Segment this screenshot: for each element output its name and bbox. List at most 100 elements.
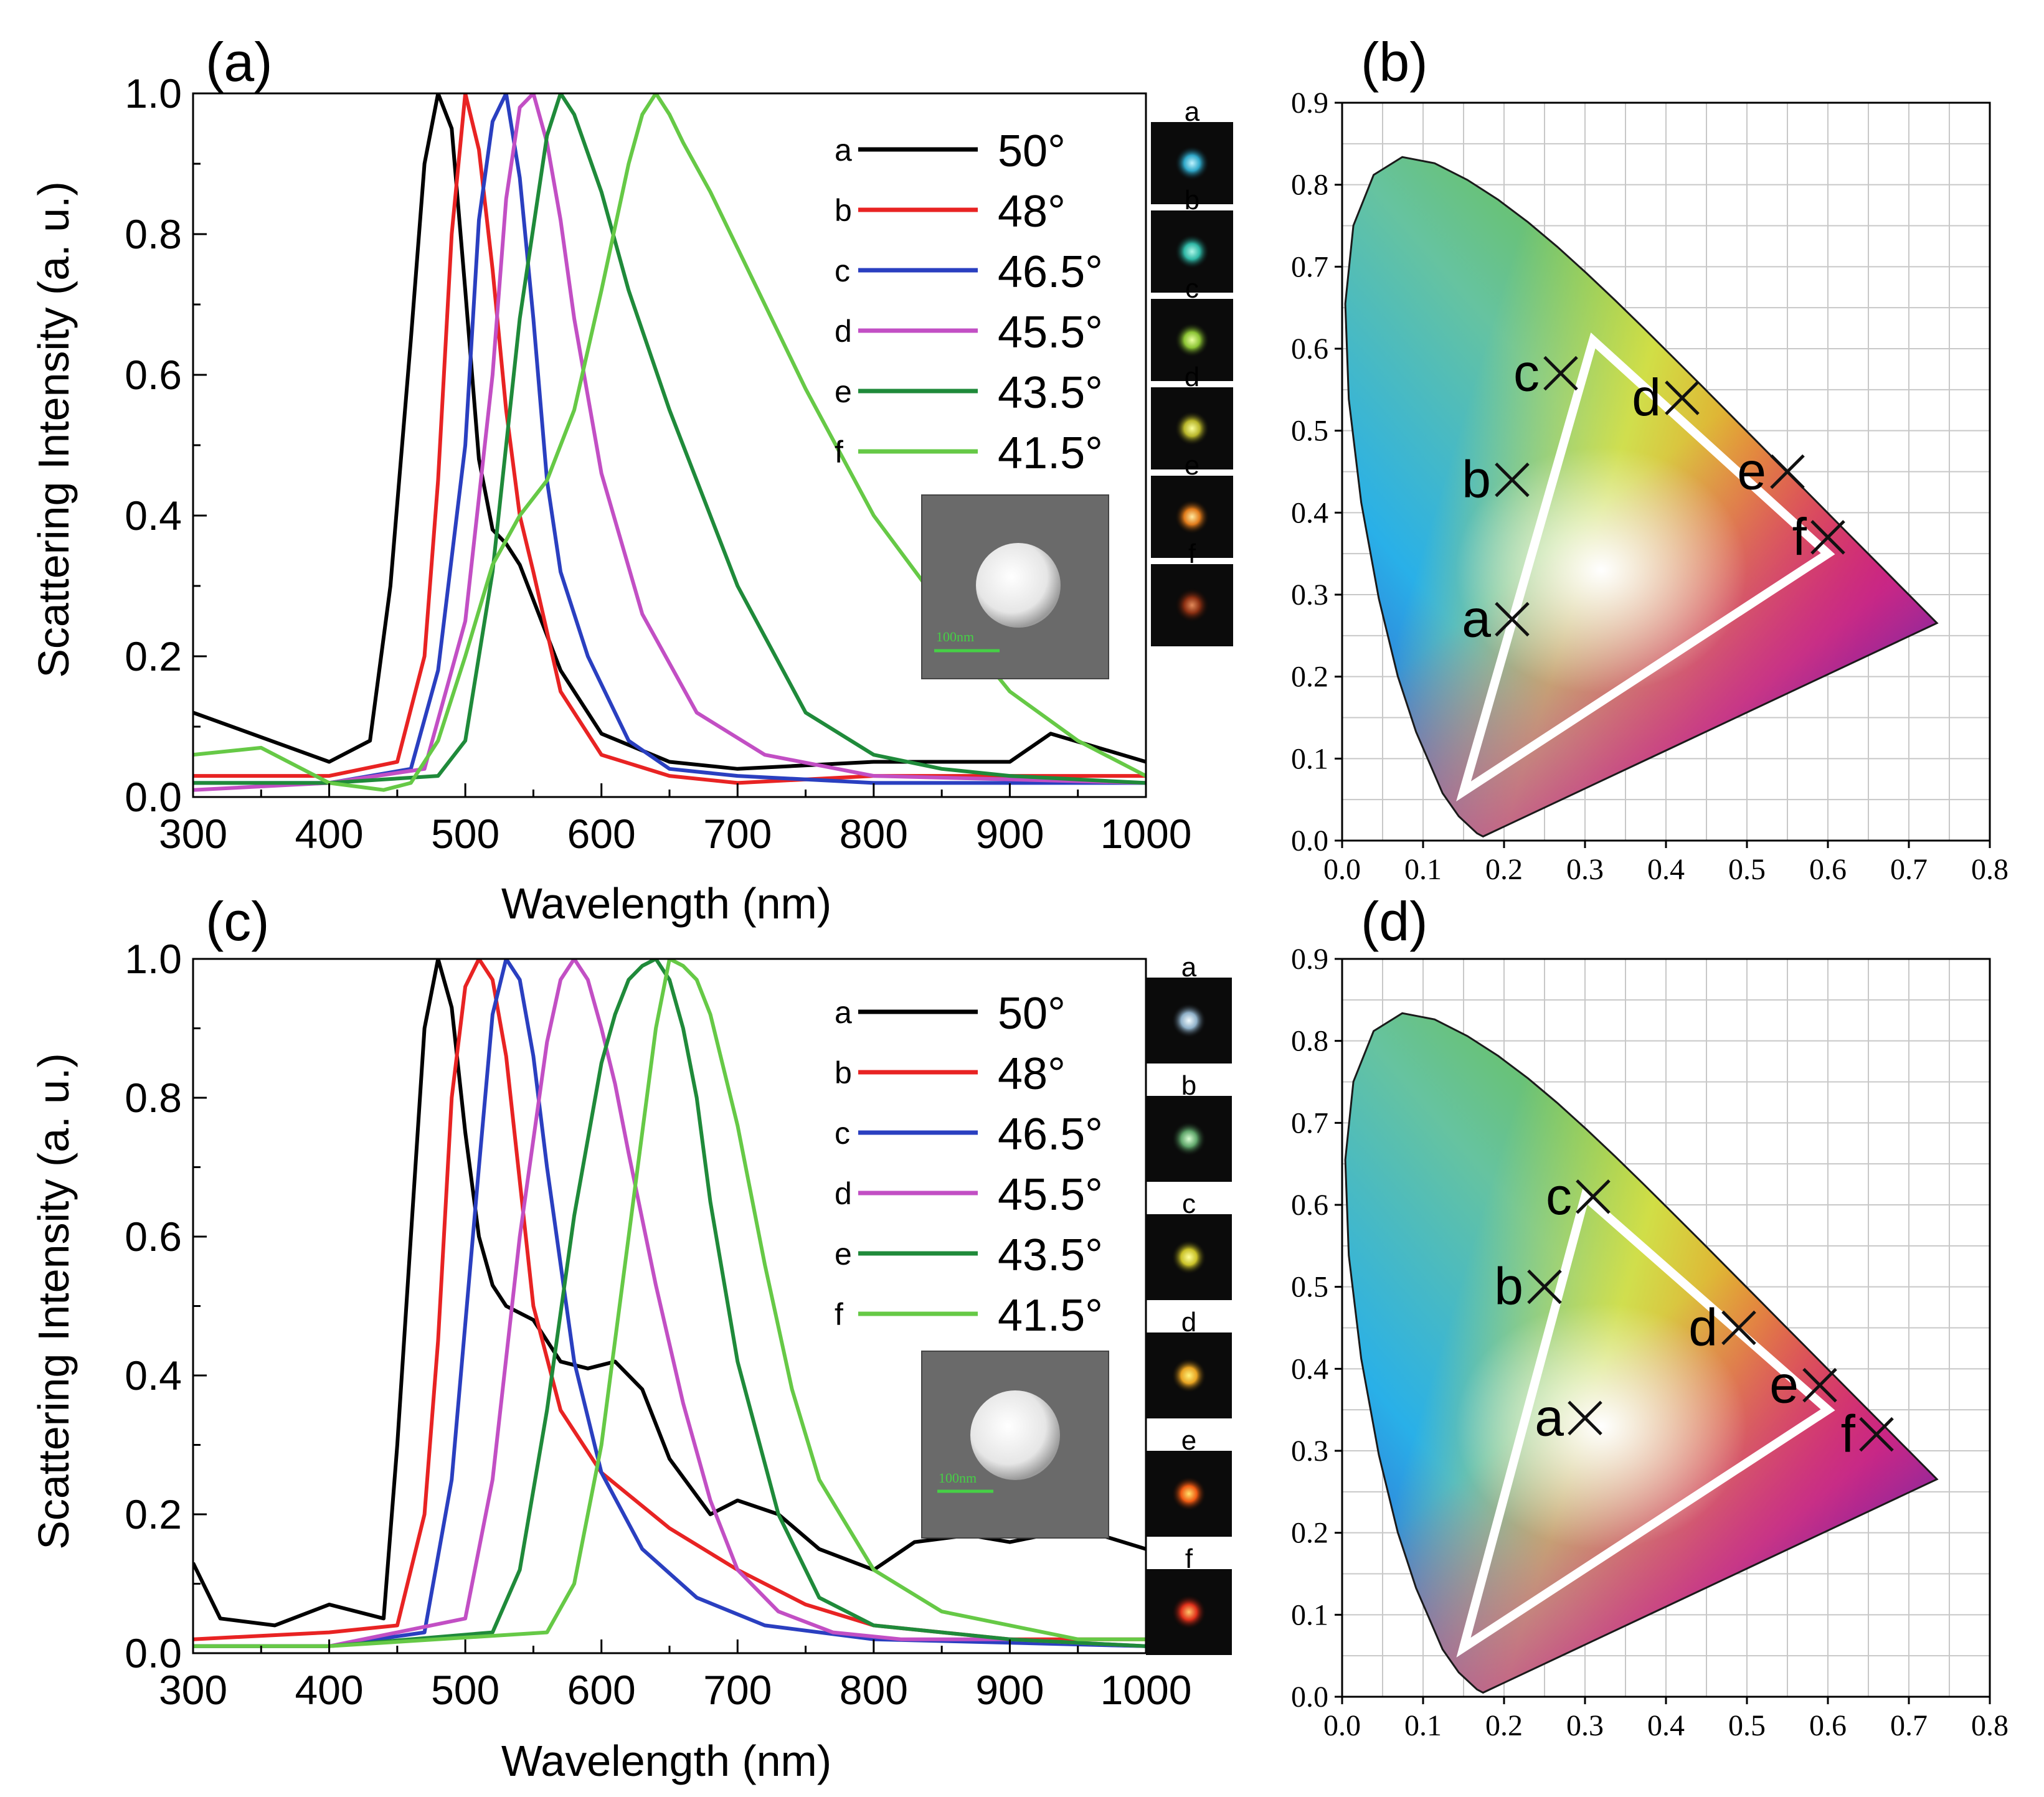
scattering-spot-f bbox=[1175, 588, 1209, 623]
panel-label-a: (a) bbox=[206, 31, 273, 93]
legend-key-f: f bbox=[835, 435, 843, 469]
y-tick-label: 0.6 bbox=[1291, 333, 1328, 366]
cie-diagram-d: 0.0 0.1 0.2 0.3 0.4 0.5 0.6 0.7 0.8 0.0 0.1 0.2 0.3 0… bbox=[1291, 943, 2009, 1742]
x-tick-label: 600 bbox=[567, 811, 636, 857]
gamut-triangle bbox=[1456, 1189, 1835, 1658]
point-marker-b bbox=[1527, 1269, 1562, 1304]
point-marker-e bbox=[1802, 1367, 1837, 1403]
spectral-locus bbox=[1344, 156, 1939, 838]
darkfield-thumbnails-c: a b c d e f bbox=[1146, 952, 1232, 1655]
legend-label-e: 43.5° bbox=[998, 368, 1103, 418]
y-tick-label: 0.4 bbox=[1291, 496, 1328, 529]
scattering-spot-e bbox=[1175, 499, 1209, 534]
plot-area-a bbox=[193, 93, 1146, 792]
legend-label-a: 50° bbox=[998, 989, 1066, 1039]
scattering-spot-f bbox=[1171, 1595, 1206, 1630]
x-tick-label: 0.4 bbox=[1647, 853, 1685, 886]
x-tick-label: 0.1 bbox=[1404, 853, 1442, 886]
y-tick-label: 0.8 bbox=[125, 1075, 182, 1121]
y-tick-label: 0.8 bbox=[1291, 169, 1328, 202]
x-tick-label: 900 bbox=[975, 811, 1044, 857]
x-tick-label: 600 bbox=[567, 1667, 636, 1713]
point-label-b: b bbox=[1462, 450, 1491, 509]
y-tick-label: 0.8 bbox=[125, 211, 182, 257]
y-tick-label: 1.0 bbox=[125, 936, 182, 982]
legend-label-c: 46.5° bbox=[998, 1110, 1103, 1159]
legend-label-c: 46.5° bbox=[998, 247, 1103, 297]
x-tick-label: 0.4 bbox=[1647, 1709, 1685, 1742]
point-marker-f bbox=[1810, 520, 1845, 555]
thumbnail-label-e: e bbox=[1185, 450, 1199, 481]
x-tick-label: 700 bbox=[703, 811, 772, 857]
point-marker-c bbox=[1576, 1179, 1611, 1214]
y-tick-label: 0.3 bbox=[1291, 1435, 1328, 1468]
thumbnail-label-c: c bbox=[1185, 273, 1199, 304]
x-tick-label: 300 bbox=[159, 811, 227, 857]
x-tick-label: 500 bbox=[431, 1667, 499, 1713]
y-tick-label: 0.5 bbox=[1291, 415, 1328, 448]
gamut-triangle bbox=[1456, 333, 1835, 802]
x-tick-label: 300 bbox=[159, 1667, 227, 1713]
y-tick-label: 0.9 bbox=[1291, 943, 1328, 976]
scattering-spot-b bbox=[1171, 1121, 1206, 1156]
point-label-f: f bbox=[1841, 1405, 1856, 1463]
panel-label-b: (b) bbox=[1361, 31, 1428, 93]
scattering-spot-c bbox=[1175, 323, 1209, 357]
x-tick-label: 0.1 bbox=[1404, 1709, 1442, 1742]
y-tick-label: 0.7 bbox=[1291, 1106, 1328, 1139]
thumbnail-label-f: f bbox=[1188, 539, 1196, 569]
y-tick-label: 0.6 bbox=[125, 352, 182, 398]
x-tick-label: 0.3 bbox=[1566, 1709, 1604, 1742]
y-tick-label: 0.0 bbox=[1291, 824, 1328, 857]
scattering-spot-a bbox=[1171, 1003, 1206, 1038]
x-tick-label: 0.3 bbox=[1566, 853, 1604, 886]
x-axis-label-c: Wavelength (nm) bbox=[501, 1737, 831, 1785]
series-line-d bbox=[193, 959, 1146, 1648]
series-line-e bbox=[193, 959, 1146, 1648]
point-label-d: d bbox=[1632, 368, 1661, 427]
scale-bar-label: 100nm bbox=[939, 1470, 977, 1486]
x-tick-label: 0.5 bbox=[1728, 1709, 1766, 1742]
point-label-c: c bbox=[1546, 1167, 1572, 1225]
panel-label-c: (c) bbox=[206, 890, 270, 952]
point-label-a: a bbox=[1462, 590, 1491, 648]
legend-label-b: 48° bbox=[998, 1049, 1066, 1099]
x-tick-label: 0.6 bbox=[1809, 1709, 1847, 1742]
scattering-spot-e bbox=[1171, 1476, 1206, 1511]
x-tick-label: 0.6 bbox=[1809, 853, 1847, 886]
y-tick-label: 1.0 bbox=[125, 70, 182, 116]
legend-key-b: b bbox=[835, 193, 852, 228]
color-gamut-fill bbox=[1345, 157, 1938, 837]
y-tick-label: 0.2 bbox=[1291, 1517, 1328, 1550]
point-marker-e bbox=[1770, 454, 1805, 489]
point-marker-c bbox=[1543, 356, 1578, 391]
x-tick-label: 1000 bbox=[1100, 811, 1192, 857]
x-tick-label: 0.7 bbox=[1890, 1709, 1928, 1742]
x-tick-label: 800 bbox=[840, 1667, 908, 1713]
series-line-a bbox=[193, 959, 1146, 1628]
point-label-e: e bbox=[1737, 442, 1766, 501]
point-marker-d bbox=[1721, 1310, 1756, 1346]
y-tick-label: 0.2 bbox=[125, 633, 182, 679]
legend-key-c: c bbox=[835, 1116, 850, 1151]
point-label-b: b bbox=[1494, 1257, 1523, 1316]
legend-key-a: a bbox=[835, 995, 852, 1030]
legend-c: a 50° b 48° c 46.5° d 45.5° e 43.5° f 41.5° bbox=[835, 989, 1103, 1341]
legend-key-c: c bbox=[835, 253, 850, 288]
sem-inset-a: 100nm bbox=[921, 494, 1109, 679]
series-line-c bbox=[193, 959, 1146, 1648]
legend-label-d: 45.5° bbox=[998, 1170, 1103, 1220]
axis-ticks-a: 300 400 500 600 700 800 900 1000 0.0 0.2 0.4 0.6 0.8… bbox=[125, 70, 1191, 857]
x-tick-label: 700 bbox=[703, 1667, 772, 1713]
legend-a: a 50° b 48° c 46.5° d 45.5° e 43.5° f 41.5° bbox=[835, 126, 1103, 478]
x-tick-label: 1000 bbox=[1100, 1667, 1192, 1713]
series-line-c bbox=[193, 93, 1146, 785]
series-line-b bbox=[193, 959, 1146, 1641]
scattering-spot-a bbox=[1175, 146, 1209, 181]
x-tick-label: 0.8 bbox=[1971, 853, 2009, 886]
y-tick-label: 0.1 bbox=[1291, 1598, 1328, 1631]
thumbnail-label-b: b bbox=[1181, 1070, 1196, 1101]
y-tick-label: 0.4 bbox=[1291, 1352, 1328, 1385]
point-marker-b bbox=[1495, 462, 1530, 498]
series-line-b bbox=[193, 93, 1146, 785]
